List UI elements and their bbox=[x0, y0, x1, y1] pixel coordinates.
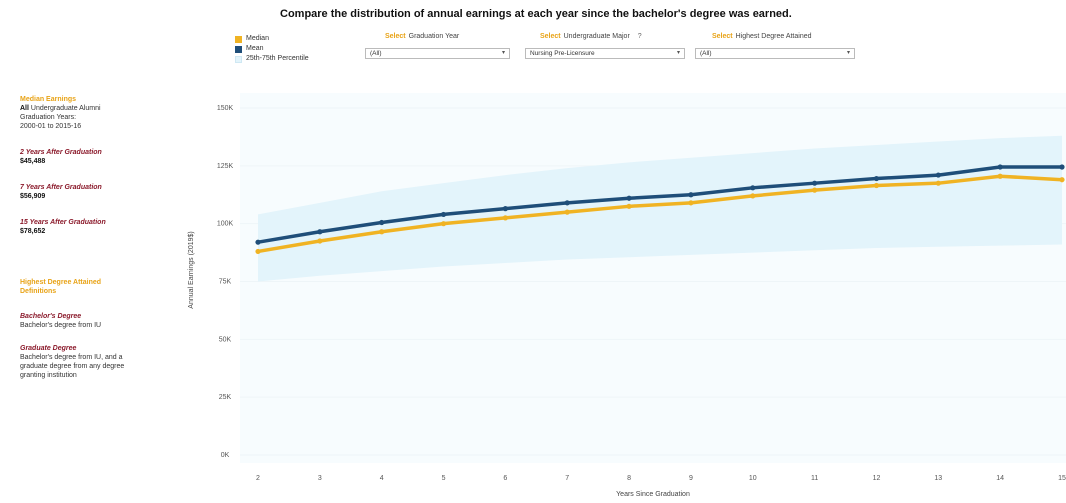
chart-title: Compare the distribution of annual earni… bbox=[280, 8, 792, 20]
mean-data-point[interactable] bbox=[935, 172, 941, 178]
x-tick-label: 15 bbox=[1058, 475, 1066, 482]
mean-data-point[interactable] bbox=[440, 211, 447, 218]
x-tick-label: 3 bbox=[318, 475, 322, 482]
median-earnings-heading: Median Earnings bbox=[20, 96, 77, 103]
median-series-line bbox=[257, 174, 1063, 254]
mean-data-point[interactable] bbox=[255, 239, 261, 245]
legend-swatch-median bbox=[235, 35, 242, 43]
mean-data-point[interactable] bbox=[564, 200, 570, 206]
y-tick-label: 150K bbox=[217, 105, 234, 112]
legend-item-percentile[interactable]: 25th-75th Percentile bbox=[235, 54, 309, 64]
legend-label-percentile: 25th-75th Percentile bbox=[246, 55, 309, 62]
median-data-point[interactable] bbox=[564, 209, 570, 215]
median-data-point[interactable] bbox=[688, 200, 694, 206]
median-data-point[interactable] bbox=[379, 229, 385, 235]
x-tick-label: 2 bbox=[256, 475, 260, 482]
mean-data-point[interactable] bbox=[1059, 164, 1065, 170]
mean-series-line bbox=[257, 165, 1062, 244]
chevron-down-icon: ▾ bbox=[501, 50, 505, 56]
x-tick-label: 6 bbox=[503, 475, 507, 482]
definitions-heading: Highest Degree Attained Definitions bbox=[20, 279, 102, 295]
y-tick-label: 50K bbox=[219, 336, 232, 343]
help-icon[interactable]: ? bbox=[637, 33, 642, 40]
mean-data-point[interactable] bbox=[317, 229, 323, 235]
legend-label-mean: Mean bbox=[246, 45, 264, 52]
y-tick-label: 0K bbox=[221, 452, 230, 459]
chart-legend: Median Mean 25th-75th Percentile bbox=[235, 34, 309, 64]
x-tick-label: 5 bbox=[442, 475, 446, 482]
mean-data-point[interactable] bbox=[502, 206, 508, 212]
highest-degree-dropdown[interactable]: (All) ▾ bbox=[695, 48, 855, 59]
mean-data-point[interactable] bbox=[812, 180, 818, 186]
median-data-point[interactable] bbox=[750, 193, 756, 199]
x-tick-label: 14 bbox=[996, 475, 1004, 482]
legend-swatch-percentile bbox=[235, 55, 242, 63]
mean-data-point[interactable] bbox=[379, 219, 385, 226]
chevron-down-icon: ▾ bbox=[846, 50, 850, 56]
select-word: Select bbox=[385, 33, 406, 40]
chevron-down-icon: ▾ bbox=[676, 50, 680, 56]
x-tick-label: 13 bbox=[934, 475, 942, 482]
stat-15-years: 15 Years After Graduation $78,652 bbox=[20, 219, 106, 235]
x-tick-label: 7 bbox=[565, 475, 569, 482]
sidebar-summary: Median Earnings All Undergraduate Alumni… bbox=[20, 95, 150, 380]
graduation-year-dropdown[interactable]: (All) ▾ bbox=[365, 48, 510, 59]
median-data-point[interactable] bbox=[317, 238, 323, 244]
y-tick-label: 25K bbox=[219, 394, 232, 401]
subject-line: All Undergraduate Alumni bbox=[20, 105, 101, 112]
x-tick-label: 11 bbox=[811, 475, 818, 482]
mean-data-point[interactable] bbox=[997, 164, 1003, 170]
median-data-point[interactable] bbox=[1059, 177, 1065, 183]
median-data-point[interactable] bbox=[255, 248, 261, 255]
undergraduate-major-dropdown[interactable]: Nursing Pre-Licensure ▾ bbox=[525, 48, 685, 59]
median-data-point[interactable] bbox=[502, 215, 508, 221]
stat-2-years: 2 Years After Graduation $45,488 bbox=[20, 149, 102, 165]
median-data-point[interactable] bbox=[440, 221, 447, 227]
filter-graduation-year-label: Select Graduation Year bbox=[385, 33, 460, 40]
median-data-point[interactable] bbox=[935, 180, 941, 186]
percentile-band bbox=[258, 135, 1062, 282]
y-axis-label: Annual Earnings (2019$) bbox=[188, 231, 195, 308]
y-tick-label: 75K bbox=[219, 279, 232, 286]
legend-label-median: Median bbox=[246, 35, 269, 42]
y-tick-label: 100K bbox=[217, 221, 234, 228]
definition-graduate: Graduate Degree Bachelor's degree from I… bbox=[20, 345, 125, 379]
mean-data-point[interactable] bbox=[688, 192, 694, 198]
median-data-point[interactable] bbox=[873, 182, 880, 189]
x-tick-label: 10 bbox=[749, 475, 757, 482]
mean-data-point[interactable] bbox=[873, 175, 880, 182]
x-tick-label: 8 bbox=[627, 475, 631, 482]
cohort-line-1: Graduation Years: bbox=[20, 114, 77, 121]
mean-data-point[interactable] bbox=[750, 185, 756, 191]
y-tick-label: 125K bbox=[217, 163, 234, 170]
stat-7-years: 7 Years After Graduation $56,909 bbox=[20, 184, 102, 200]
cohort-line-2: 2000-01 to 2015-16 bbox=[20, 123, 82, 130]
median-data-point[interactable] bbox=[997, 173, 1003, 179]
mean-data-point[interactable] bbox=[626, 195, 632, 201]
x-tick-label: 12 bbox=[873, 475, 881, 482]
x-tick-label: 9 bbox=[689, 475, 693, 482]
filter-undergraduate-major-label: Select Undergraduate Major? bbox=[540, 33, 642, 40]
legend-swatch-mean bbox=[235, 45, 242, 53]
filter-highest-degree-label: Select Highest Degree Attained bbox=[712, 33, 812, 40]
median-data-point[interactable] bbox=[626, 203, 632, 209]
legend-item-median[interactable]: Median bbox=[235, 34, 309, 44]
x-tick-label: 4 bbox=[380, 475, 384, 482]
x-axis-label: Years Since Graduation bbox=[616, 491, 690, 498]
definition-bachelors: Bachelor's Degree Bachelor's degree from… bbox=[20, 313, 102, 329]
median-data-point[interactable] bbox=[812, 187, 818, 193]
legend-item-mean[interactable]: Mean bbox=[235, 44, 309, 54]
